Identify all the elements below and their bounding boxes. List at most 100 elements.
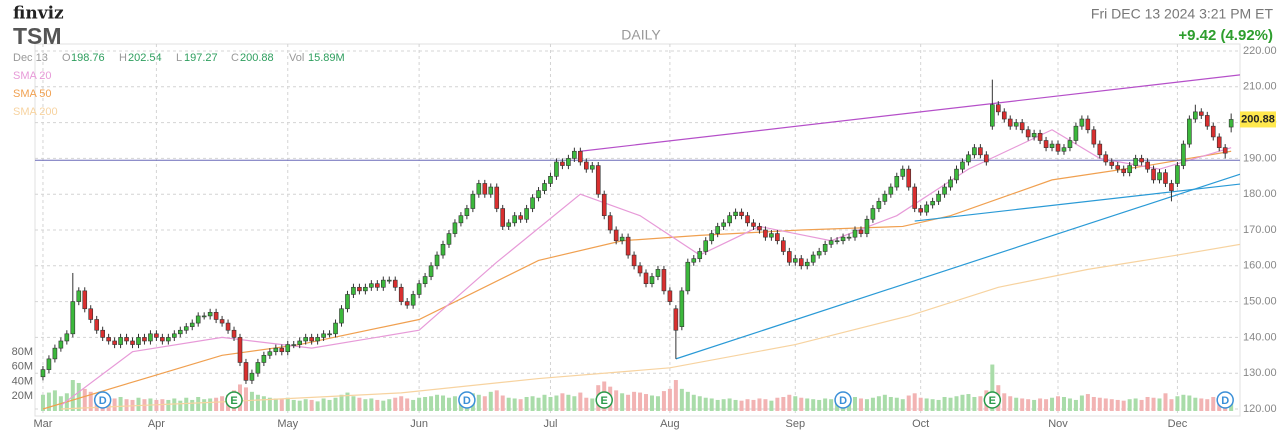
y-tick-label: 160.00 — [1243, 260, 1277, 272]
candle-body — [625, 236, 631, 256]
candle-body — [512, 215, 517, 224]
volume-bar — [1109, 399, 1114, 411]
volume-bar — [267, 397, 272, 411]
volume-bar — [960, 394, 965, 411]
y-tick-label: 180.00 — [1243, 188, 1277, 200]
volume-bar — [584, 397, 589, 411]
volume-bar — [512, 398, 517, 411]
volume-bar — [208, 398, 213, 411]
volume-bar — [1187, 395, 1192, 411]
candle-body — [488, 186, 494, 195]
volume-bar — [273, 398, 278, 411]
candle-body — [864, 218, 870, 234]
volume-bar — [1032, 399, 1037, 411]
candle-body — [130, 340, 135, 345]
volume-bar — [1181, 394, 1186, 411]
candle-body — [560, 161, 565, 166]
candle-body — [655, 269, 661, 277]
volume-bar — [667, 388, 672, 411]
candle-body — [112, 340, 117, 345]
volume-bar — [178, 400, 183, 411]
x-tick-label: Nov — [1048, 418, 1068, 430]
candle-body — [285, 344, 291, 353]
last-price-label: 200.88 — [1241, 113, 1275, 125]
volume-bar — [315, 401, 320, 411]
candle-body — [500, 208, 506, 227]
candle-body — [160, 337, 165, 342]
volume-bar — [661, 391, 666, 411]
y-tick-label: 220.00 — [1243, 45, 1277, 57]
volume-bar — [614, 390, 619, 411]
candle-body — [536, 190, 541, 199]
volume-bar — [351, 396, 356, 411]
volume-bar — [202, 399, 207, 411]
candle-body — [88, 308, 94, 320]
candle-body — [261, 354, 267, 363]
event-label: D — [839, 395, 847, 407]
candle-body — [804, 261, 810, 267]
trend-line — [580, 74, 1240, 152]
candle-body — [607, 215, 613, 231]
candle-body — [1175, 165, 1180, 184]
volume-bar — [948, 397, 953, 411]
candle-body — [333, 322, 338, 335]
trend-line — [675, 173, 1240, 360]
volume-bar — [745, 399, 750, 411]
volume-bar — [500, 395, 505, 411]
event-label: D — [99, 395, 107, 407]
candle-body — [345, 294, 350, 310]
candle-body — [219, 319, 225, 324]
volume-bar — [918, 397, 923, 411]
candle-body — [792, 258, 798, 263]
candle-body — [757, 226, 762, 231]
volume-bar — [70, 380, 75, 411]
candle-body — [643, 272, 649, 284]
candle-body — [727, 215, 732, 224]
volume-bar — [1020, 398, 1025, 411]
candle-body — [679, 290, 685, 327]
candle-body — [1037, 133, 1043, 141]
volume-bar — [1061, 396, 1066, 411]
candle-body — [1133, 158, 1138, 166]
candle-body — [1007, 118, 1013, 127]
candle-body — [900, 168, 906, 177]
candle-body — [249, 372, 255, 381]
volume-bar — [494, 390, 499, 411]
volume-bar — [852, 396, 857, 411]
candle-body — [667, 290, 673, 302]
candle-body — [572, 150, 577, 159]
volume-bar — [703, 397, 708, 411]
symbol: TSM — [13, 23, 62, 49]
volume-bar — [387, 399, 392, 411]
volume-bar — [906, 395, 911, 411]
volume-bar — [357, 397, 362, 411]
volume-bar — [954, 396, 959, 411]
candle-body — [142, 337, 147, 342]
volume-bar — [405, 398, 410, 411]
volume-bar — [1169, 399, 1174, 411]
candle-body — [380, 279, 386, 288]
candle-body — [1067, 140, 1073, 148]
volume-bar — [327, 399, 332, 411]
candle-body — [1091, 129, 1097, 145]
volume-bar — [393, 397, 398, 411]
candle-body — [649, 276, 655, 285]
candle-body — [966, 154, 971, 163]
event-marker — [983, 391, 1002, 409]
volume-bar — [673, 380, 678, 411]
volume-bar — [870, 397, 875, 411]
volume-bar — [184, 397, 189, 411]
logo: finviz — [13, 4, 64, 24]
candle-body — [440, 244, 446, 256]
y-tick-label: 210.00 — [1243, 81, 1277, 93]
volume-bar — [823, 398, 828, 411]
event-label: D — [1221, 395, 1229, 407]
volume-bar — [1056, 396, 1061, 411]
candle-body — [1193, 111, 1198, 120]
candle-body — [613, 229, 619, 242]
quote-row: Dec 13 O 198.76 H 202.54 L 197.27 C 200.… — [13, 52, 345, 64]
candle-body — [40, 369, 46, 378]
candle-body — [297, 340, 303, 345]
candle-body — [100, 329, 105, 338]
